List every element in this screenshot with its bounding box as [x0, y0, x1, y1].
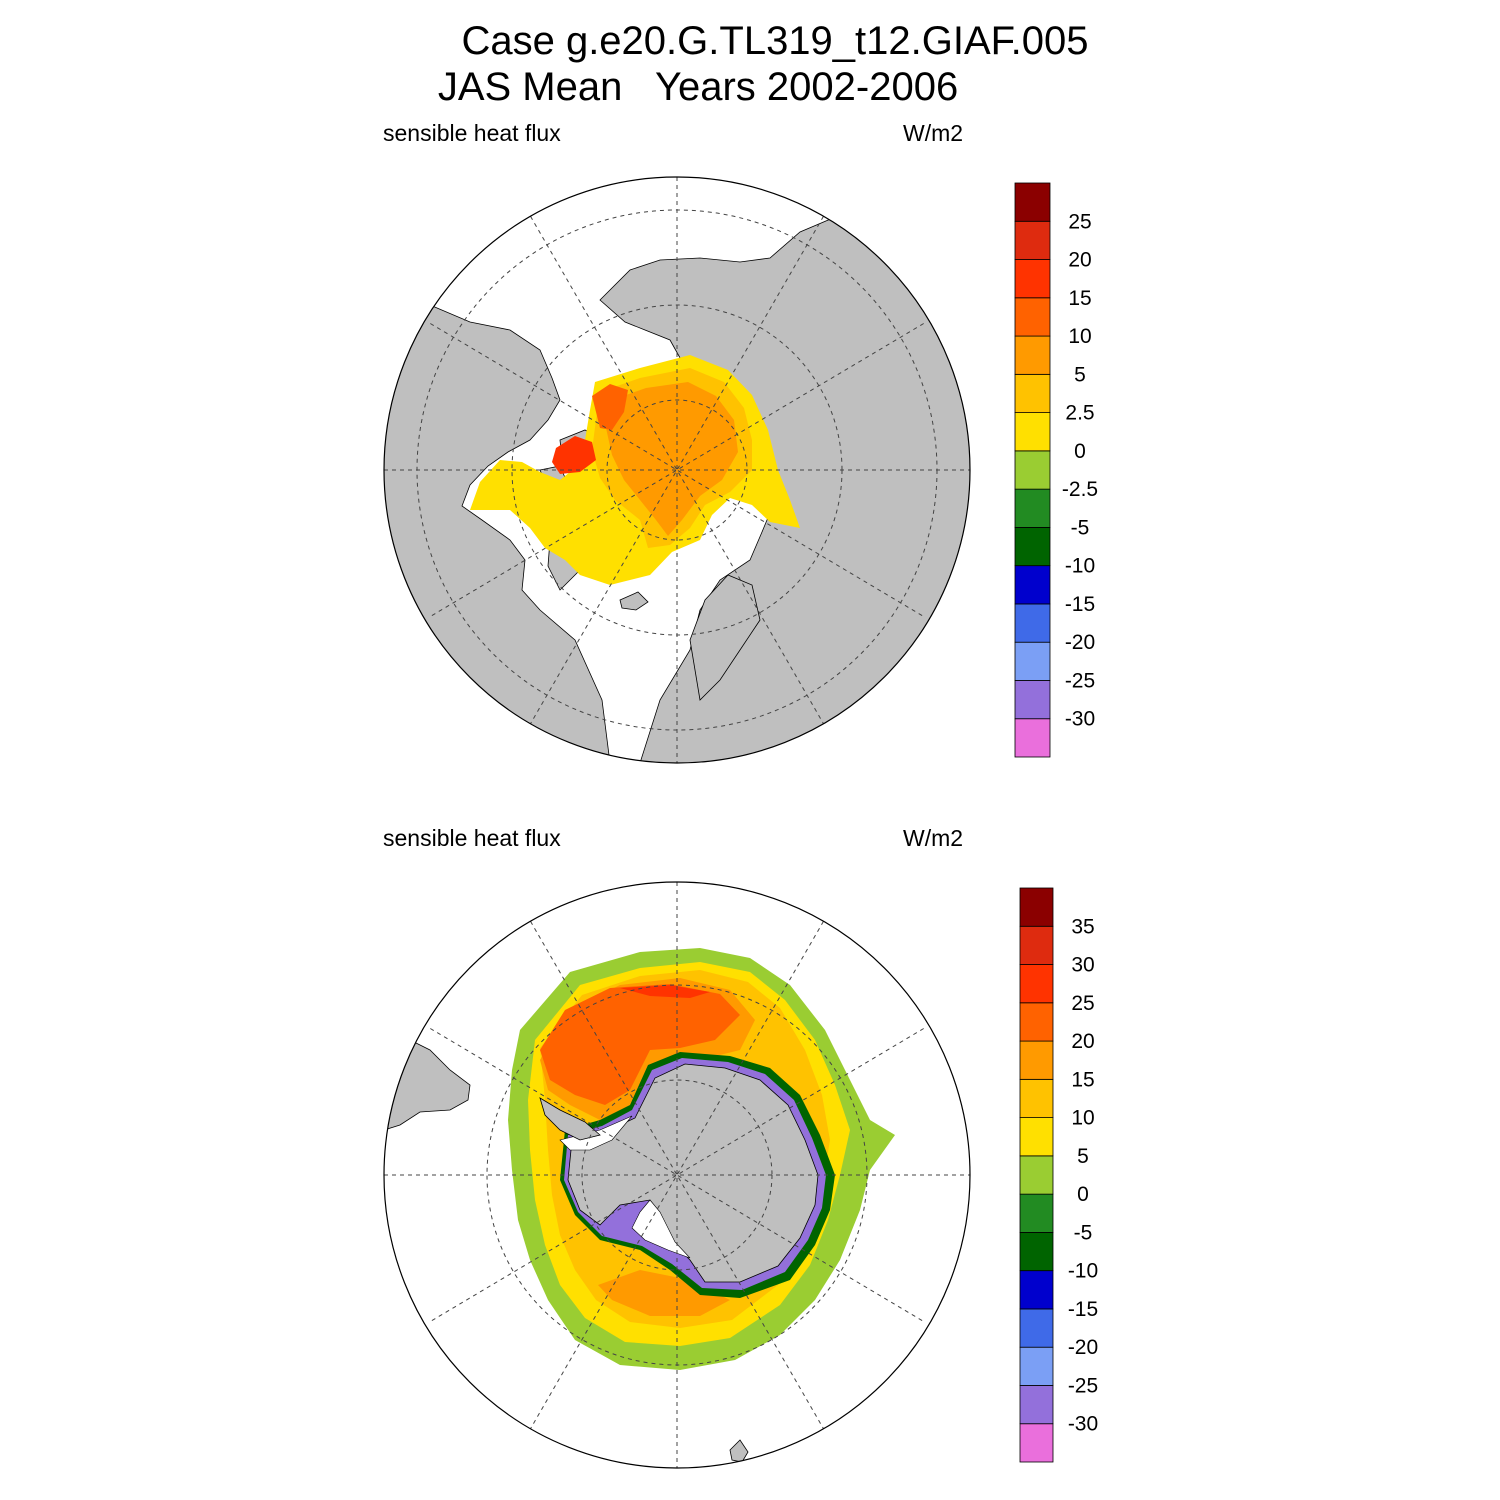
- colorbar-tick-label: -5: [1071, 516, 1090, 539]
- north-map-border: [383, 176, 971, 764]
- colorbar-tick-label: 15: [1068, 287, 1091, 310]
- colorbar-swatch: [1019, 1155, 1054, 1195]
- iceland-land: [619, 591, 649, 611]
- north-graticule: [384, 177, 970, 763]
- colorbar-swatch: [1019, 1308, 1054, 1348]
- colorbar-swatch: [1019, 1385, 1054, 1425]
- colorbar-tick-label: -5: [1074, 1221, 1093, 1244]
- colorbar-tick-label: 5: [1074, 363, 1086, 386]
- colorbar-swatch: [1019, 1423, 1054, 1463]
- colorbar-swatch: [1014, 488, 1051, 528]
- colorbar-swatch: [1019, 887, 1054, 927]
- colorbar-tick-label: 0: [1077, 1183, 1089, 1206]
- south-flux-red-orange-zone: [540, 984, 740, 1105]
- figure-title-period: JAS Mean Years 2002-2006: [437, 65, 959, 109]
- colorbar-tick-label: 2.5: [1065, 402, 1094, 425]
- colorbar-tick-label: -30: [1068, 1413, 1098, 1436]
- colorbar-tick-label: 25: [1071, 992, 1094, 1015]
- colorbar-swatch: [1014, 718, 1051, 758]
- scandinavia-land: [689, 574, 761, 701]
- north-flux-red-archipelago: [552, 436, 596, 474]
- colorbar-tick-label: -20: [1068, 1336, 1098, 1359]
- antarctica-land: [567, 1063, 819, 1283]
- south-flux-red-band: [620, 985, 710, 998]
- south-polar-map: [383, 881, 971, 1469]
- north-units-label: W/m2: [903, 120, 964, 146]
- colorbar-swatch: [1014, 641, 1051, 681]
- colorbar-swatch: [1019, 1117, 1054, 1157]
- colorbar-tick-label: 0: [1074, 440, 1086, 463]
- colorbar-swatch: [1014, 450, 1051, 490]
- colorbar-swatch: [1014, 335, 1051, 375]
- colorbar-tick-label: 10: [1071, 1107, 1094, 1130]
- colorbar-swatch: [1014, 565, 1051, 605]
- colorbar-swatch: [1014, 220, 1051, 260]
- north-polar-map: [383, 176, 971, 764]
- colorbar-swatch: [1019, 925, 1054, 965]
- colorbar-tick-label: 15: [1071, 1068, 1094, 1091]
- colorbar-tick-label: 25: [1068, 210, 1091, 233]
- colorbar-swatch: [1014, 182, 1051, 222]
- colorbar-tick-label: -15: [1065, 593, 1095, 616]
- sub-antarctic-island: [729, 1439, 749, 1463]
- south-variable-label: sensible heat flux: [383, 825, 561, 851]
- north-variable-label: sensible heat flux: [383, 120, 561, 146]
- colorbar-tick-label: 20: [1068, 249, 1091, 272]
- colorbar-tick-label: 10: [1068, 325, 1091, 348]
- colorbar-swatch: [1019, 964, 1054, 1004]
- colorbar-swatch: [1019, 1078, 1054, 1119]
- south-units-label: W/m2: [903, 825, 964, 851]
- colorbar-swatch: [1019, 1040, 1054, 1080]
- colorbar-swatch: [1019, 1002, 1054, 1042]
- colorbar-swatch: [1019, 1346, 1054, 1386]
- colorbar-tick-label: 30: [1071, 954, 1094, 977]
- colorbar-tick-label: -30: [1065, 708, 1095, 731]
- north-colorbar: -30 -25 -20 -15 -10 -5 -2.5 0 2.5 5 10 15 20 25: [1014, 182, 1098, 758]
- north-flux-red-orange-field: [592, 384, 628, 430]
- colorbar-tick-label: -25: [1068, 1374, 1098, 1397]
- colorbar-swatch: [1014, 412, 1051, 452]
- south-colorbar: -30 -25 -20 -15 -10 -5 0 5 10 15 20 25 30 35: [1019, 887, 1098, 1463]
- colorbar-tick-label: 5: [1077, 1145, 1089, 1168]
- colorbar-tick-label: -2.5: [1062, 478, 1098, 501]
- colorbar-swatch: [1019, 1193, 1054, 1233]
- colorbar-tick-label: -20: [1065, 631, 1095, 654]
- colorbar-tick-label: -25: [1065, 669, 1095, 692]
- colorbar-swatch: [1014, 527, 1051, 567]
- south-map-border: [383, 881, 971, 1469]
- colorbar-swatch: [1014, 259, 1051, 299]
- figure-title-case: Case g.e20.G.TL319_t12.GIAF.005: [461, 19, 1089, 63]
- colorbar-tick-label: 35: [1071, 915, 1094, 938]
- colorbar-tick-label: -10: [1065, 555, 1095, 578]
- colorbar-swatch: [1014, 373, 1051, 414]
- ross-ice-shelf: [631, 1199, 691, 1259]
- colorbar-swatch: [1019, 1270, 1054, 1310]
- colorbar-swatch: [1014, 297, 1051, 337]
- colorbar-swatch: [1014, 603, 1051, 643]
- south-graticule: [384, 882, 970, 1468]
- colorbar-tick-label: -15: [1068, 1298, 1098, 1321]
- colorbar-tick-label: -10: [1068, 1260, 1098, 1283]
- north-flux-orange-field: [606, 382, 738, 536]
- colorbar-swatch: [1014, 680, 1051, 720]
- colorbar-tick-label: 20: [1071, 1030, 1094, 1053]
- colorbar-swatch: [1019, 1232, 1054, 1272]
